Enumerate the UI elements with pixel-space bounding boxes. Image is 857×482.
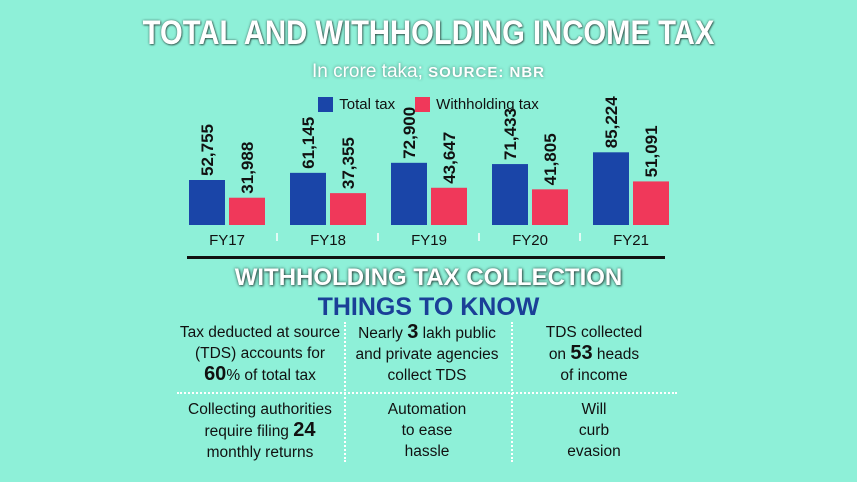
category-label: FY20 [512, 232, 548, 249]
chart-title: TOTAL AND WITHHOLDING INCOME TAX [142, 14, 715, 52]
fact-line: Tax deducted at source [179, 324, 341, 341]
fact-line: and private agencies [355, 346, 499, 363]
fact-monthly-returns: Collecting authorities require filing 24… [177, 399, 343, 463]
fact-line: to ease [401, 422, 453, 439]
fact-text: Nearly [358, 325, 408, 342]
fact-heads: TDS collected on 53 heads of income [511, 322, 677, 386]
legend-item-withholding: Withholding tax [415, 96, 539, 113]
fact-evasion: Will curb evasion [511, 399, 677, 462]
fact-line: collect TDS [387, 367, 467, 384]
fact-line: on 53 heads [511, 343, 677, 365]
data-label: 52,755 [198, 124, 217, 176]
bar-total-fy21 [593, 152, 629, 225]
fact-line: monthly returns [206, 444, 314, 461]
category-label: FY21 [613, 232, 649, 249]
fact-line: curb [578, 422, 610, 439]
data-label: 37,355 [339, 137, 358, 189]
bar-withholding-fy19 [431, 187, 467, 225]
fact-line: (TDS) accounts for [194, 345, 326, 362]
bar-withholding-fy18 [330, 193, 366, 225]
fact-line: 60% of total tax [177, 364, 343, 386]
fact-number: 53 [570, 342, 593, 364]
fact-line: Collecting authorities [188, 401, 332, 418]
fact-line: hassle [404, 443, 450, 460]
fact-text: % of total tax [226, 367, 316, 384]
bar-withholding-fy21 [633, 181, 669, 225]
data-label: 85,224 [602, 96, 621, 149]
legend: Total tax Withholding tax [0, 96, 857, 113]
legend-label-withholding: Withholding tax [436, 96, 539, 113]
data-label: 31,988 [238, 142, 257, 194]
fact-line: TDS collected [545, 324, 643, 341]
fact-agencies: Nearly 3 lakh public and private agencie… [344, 322, 510, 386]
legend-swatch-total [318, 97, 334, 112]
fact-line: Nearly 3 lakh public [344, 322, 510, 344]
section-subtitle: THINGS TO KNOW [317, 293, 540, 321]
data-label: 41,805 [541, 133, 560, 185]
data-label: 43,647 [440, 132, 459, 184]
bar-withholding-fy20 [532, 189, 568, 225]
legend-swatch-withholding [415, 97, 431, 112]
bar-chart: 52,755 31,988 FY17 61,145 37,355 FY18 72,900 43… [189, 96, 669, 249]
data-label: 61,145 [299, 117, 318, 169]
fact-number: 24 [293, 419, 316, 441]
category-label: FY19 [411, 232, 447, 249]
fact-text: on [548, 346, 571, 363]
chart-subtitle: In crore taka; SOURCE: NBR [0, 61, 857, 83]
legend-item-total: Total tax [318, 96, 395, 113]
fact-text: require filing [204, 423, 294, 440]
fact-number: 3 [407, 321, 419, 343]
category-label: FY17 [209, 232, 245, 249]
fact-tds-share: Tax deducted at source (TDS) accounts fo… [177, 322, 343, 386]
source-note: SOURCE: NBR [428, 64, 545, 81]
fact-line: of income [560, 367, 628, 384]
bar-total-fy18 [290, 172, 326, 225]
bar-total-fy17 [189, 180, 225, 225]
fact-line: evasion [567, 443, 621, 460]
data-label: 72,900 [400, 107, 419, 159]
fact-line: Will [581, 401, 607, 418]
chart-divider [187, 256, 665, 259]
data-label: 51,091 [642, 125, 661, 177]
fact-line: require filing 24 [177, 420, 343, 442]
fact-text: lakh public [418, 325, 496, 342]
legend-label-total: Total tax [339, 96, 396, 113]
data-label: 71,433 [501, 108, 520, 160]
fact-automation: Automation to ease hassle [344, 399, 510, 462]
unit-note: In crore taka; [311, 61, 423, 82]
facts-grid: Tax deducted at source (TDS) accounts fo… [177, 322, 677, 467]
category-label: FY18 [310, 232, 346, 249]
bar-total-fy19 [391, 162, 427, 225]
bar-withholding-fy17 [229, 197, 265, 225]
fact-line: Automation [387, 401, 467, 418]
fact-number: 60 [204, 363, 227, 385]
fact-text: heads [592, 346, 640, 363]
bar-total-fy20 [492, 164, 528, 225]
section-title: WITHHOLDING TAX COLLECTION [234, 264, 623, 291]
divider-horizontal [177, 392, 677, 394]
